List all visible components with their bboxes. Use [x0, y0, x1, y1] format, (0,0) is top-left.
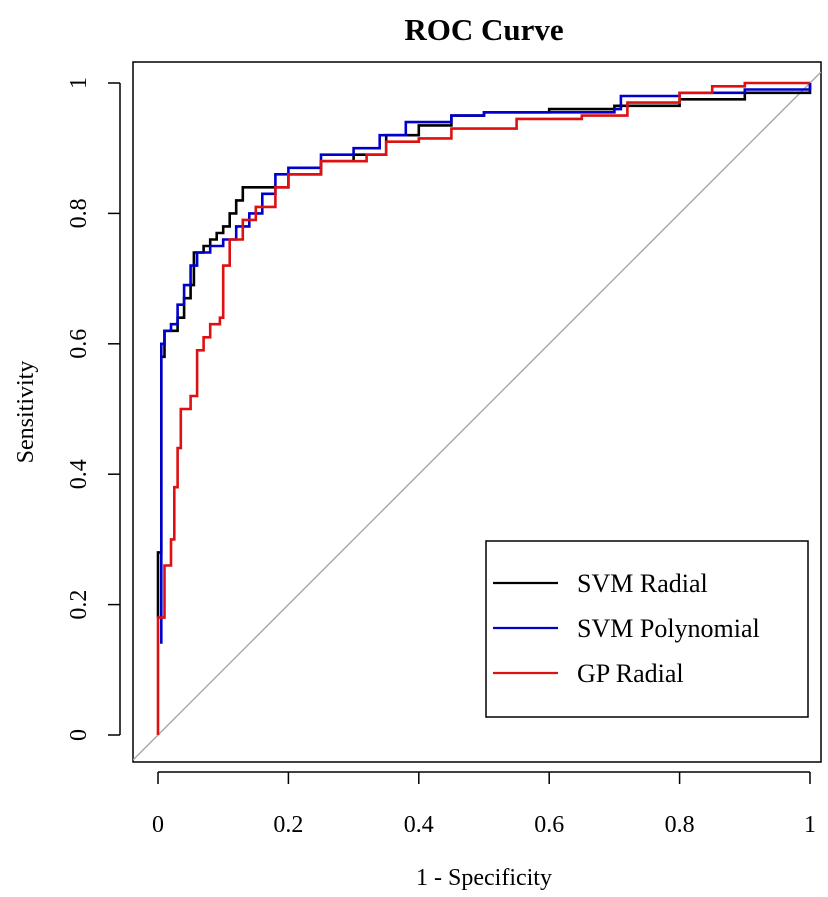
y-tick-label: 0.8: [66, 198, 92, 228]
x-axis: 0 0.2 0.4 0.6 0.8 1: [152, 771, 816, 838]
y-tick-label: 1: [66, 77, 92, 89]
series-line-svm-polynomial: [160, 83, 812, 644]
legend-label-gp-radial: GP Radial: [577, 659, 684, 688]
x-axis-label: 1 - Specificity: [416, 865, 552, 891]
legend-label-svm-polynomial: SVM Polynomial: [577, 614, 760, 643]
legend-label-svm-radial: SVM Radial: [577, 569, 708, 598]
y-tick-label: 0.6: [66, 329, 92, 359]
x-tick-label: 0.2: [273, 812, 303, 838]
x-tick-label: 0.6: [534, 812, 564, 838]
y-axis: 0 0.2 0.4 0.6 0.8 1: [66, 77, 121, 741]
series-layer: [156, 81, 812, 735]
plot-area: [133, 71, 821, 761]
y-tick-label: 0.2: [66, 590, 92, 620]
series-line-svm-radial: [156, 83, 812, 618]
x-tick-label: 0.8: [665, 812, 695, 838]
series-line-gp-radial: [156, 81, 810, 735]
chart-title: ROC Curve: [404, 12, 563, 47]
legend-entries: SVM Radial SVM Polynomial GP Radial: [493, 569, 760, 688]
legend: SVM Radial SVM Polynomial GP Radial: [485, 540, 809, 718]
y-tick-label: 0: [66, 729, 92, 741]
x-tick-label: 1: [804, 812, 816, 838]
y-tick-label: 0.4: [66, 459, 92, 489]
x-tick-label: 0.4: [404, 812, 434, 838]
plot-frame: [132, 61, 822, 763]
x-tick-label: 0: [152, 812, 164, 838]
y-axis-label: Sensitivity: [13, 361, 39, 464]
diagonal-reference-line: [133, 71, 821, 761]
